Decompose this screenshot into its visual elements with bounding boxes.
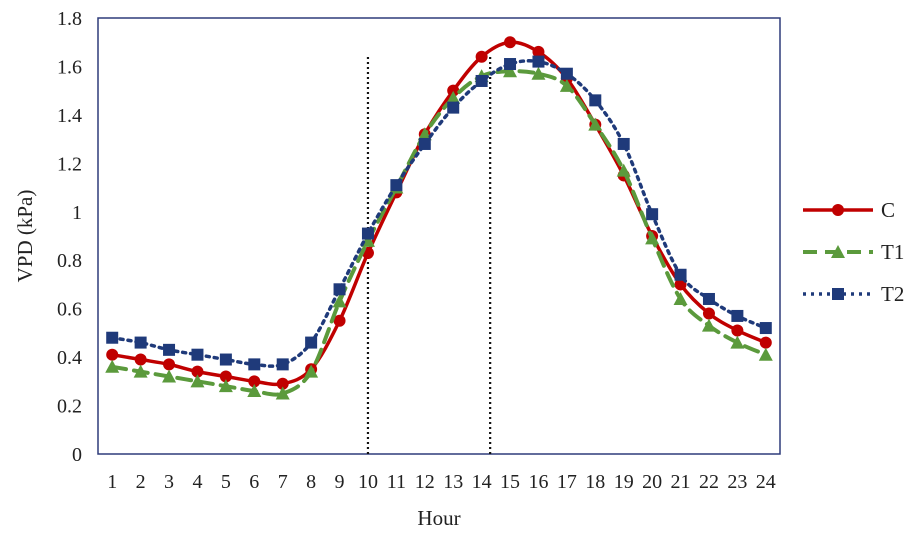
- x-tick-label: 20: [642, 471, 662, 493]
- data-point: [731, 310, 743, 322]
- data-point: [106, 332, 118, 344]
- x-tick-label: 9: [335, 471, 345, 493]
- data-point: [759, 348, 773, 361]
- x-tick-label: 1: [107, 471, 117, 493]
- data-point: [362, 228, 374, 240]
- y-tick-label: 0: [72, 444, 82, 466]
- x-tick-label: 22: [699, 471, 719, 493]
- data-point: [589, 94, 601, 106]
- data-point: [731, 324, 743, 336]
- y-tick-label: 0.2: [57, 396, 82, 418]
- y-tick-label: 0.6: [57, 299, 82, 321]
- series-line: [112, 42, 766, 384]
- data-point: [760, 322, 772, 334]
- series-line: [112, 71, 766, 394]
- series-t2: [106, 56, 772, 371]
- data-point: [703, 308, 715, 320]
- series-c: [106, 36, 772, 390]
- x-tick-label: 12: [415, 471, 435, 493]
- data-point: [220, 354, 232, 366]
- data-point: [561, 68, 573, 80]
- data-point: [135, 337, 147, 349]
- y-tick-label: 0.8: [57, 250, 82, 272]
- y-tick-label: 1.4: [57, 105, 82, 127]
- y-tick-label: 1.2: [57, 153, 82, 175]
- x-tick-label: 13: [443, 471, 463, 493]
- legend-marker: [832, 204, 844, 216]
- data-point: [476, 51, 488, 63]
- x-tick-label: 4: [192, 471, 202, 493]
- legend-item: T2: [803, 282, 904, 306]
- x-tick-label: 24: [756, 471, 776, 493]
- x-tick-label: 6: [249, 471, 259, 493]
- x-tick-label: 3: [164, 471, 174, 493]
- data-point: [646, 208, 658, 220]
- x-tick-label: 15: [500, 471, 520, 493]
- x-tick-label: 16: [528, 471, 548, 493]
- data-point: [106, 349, 118, 361]
- data-point: [248, 358, 260, 370]
- data-point: [447, 102, 459, 114]
- y-tick-label: 0.4: [57, 347, 82, 369]
- x-tick-label: 5: [221, 471, 231, 493]
- data-point: [191, 349, 203, 361]
- legend-label: C: [881, 198, 895, 222]
- data-point: [618, 138, 630, 150]
- legend: C T1 T2: [803, 198, 904, 306]
- series-line: [112, 61, 766, 366]
- data-point: [532, 56, 544, 68]
- y-tick-label: 1.8: [57, 8, 82, 30]
- legend-item: T1: [803, 240, 904, 264]
- series-t1: [105, 64, 773, 399]
- plot-frame: [98, 18, 780, 454]
- legend-item: C: [803, 198, 895, 222]
- data-point: [390, 179, 402, 191]
- data-point: [703, 293, 715, 305]
- data-point: [163, 344, 175, 356]
- data-point: [702, 319, 716, 332]
- data-point: [504, 36, 516, 48]
- x-tick-label: 19: [614, 471, 634, 493]
- y-tick-label: 1: [72, 202, 82, 224]
- data-point: [760, 337, 772, 349]
- reference-lines: [368, 57, 490, 454]
- y-tick-label: 1.6: [57, 56, 82, 78]
- x-tick-label: 18: [585, 471, 605, 493]
- legend-label: T2: [881, 282, 904, 306]
- x-tick-label: 11: [387, 471, 406, 493]
- data-point: [305, 337, 317, 349]
- y-axis-ticks: 0 0.2 0.4 0.6 0.8 1 1.2 1.4 1.6 1.8: [57, 8, 82, 466]
- data-point: [163, 358, 175, 370]
- x-tick-label: 21: [671, 471, 691, 493]
- data-point: [419, 138, 431, 150]
- x-tick-label: 7: [278, 471, 288, 493]
- data-point: [675, 269, 687, 281]
- x-tick-label: 14: [472, 471, 492, 493]
- x-tick-label: 2: [136, 471, 146, 493]
- legend-marker: [832, 288, 844, 300]
- x-tick-label: 23: [727, 471, 747, 493]
- y-axis-title: VPD (kPa): [13, 190, 37, 283]
- legend-label: T1: [881, 240, 904, 264]
- x-tick-label: 10: [358, 471, 378, 493]
- data-point: [277, 358, 289, 370]
- x-axis-title: Hour: [417, 506, 460, 530]
- data-point: [476, 75, 488, 87]
- x-tick-label: 17: [557, 471, 577, 493]
- x-tick-label: 8: [306, 471, 316, 493]
- data-point: [135, 354, 147, 366]
- x-axis-ticks: 1 2 3 4 5 6 7 8 9 10 11 12 13 14 15 16 17 18 19 20 21 22 23 24: [107, 471, 776, 493]
- series-layer: [105, 36, 773, 399]
- data-point: [334, 283, 346, 295]
- data-point: [504, 58, 516, 70]
